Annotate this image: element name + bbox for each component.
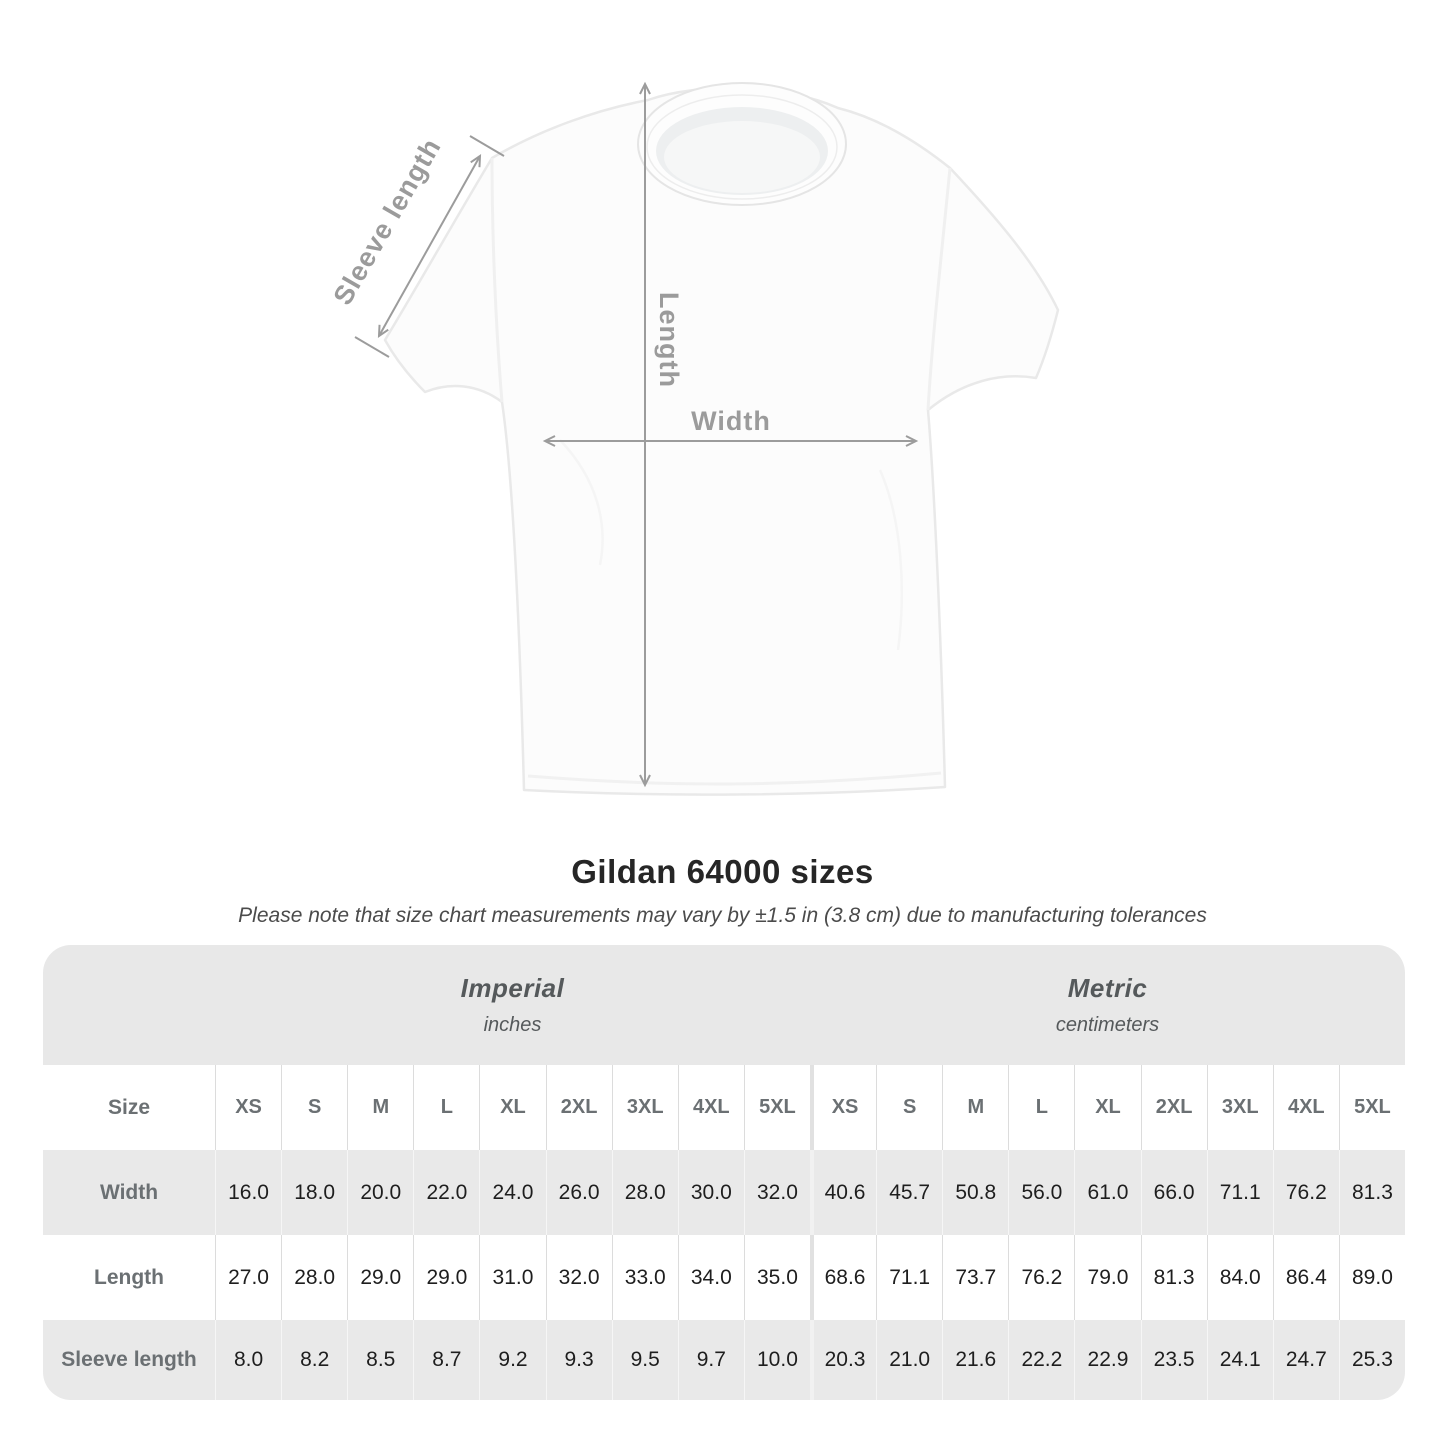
value-cell: 24.1 — [1206, 1320, 1273, 1400]
fabric-wrinkle — [559, 439, 604, 566]
collar-opening-highlight — [664, 121, 820, 193]
size-col-header: 4XL — [677, 1065, 744, 1150]
value-cell: 22.2 — [1008, 1320, 1075, 1400]
value-cell: 40.6 — [810, 1150, 877, 1235]
left-sleeve-seam — [490, 157, 504, 403]
value-cell: 9.2 — [479, 1320, 546, 1400]
value-cell: 71.1 — [876, 1235, 943, 1320]
size-col-header: 2XL — [1140, 1065, 1207, 1150]
size-row-label: Size — [43, 1065, 215, 1150]
value-cell: 32.0 — [743, 1150, 810, 1235]
value-cell: 45.7 — [876, 1150, 943, 1235]
value-cell: 68.6 — [810, 1235, 877, 1320]
tshirt-photo — [383, 82, 1060, 796]
value-cell: 34.0 — [677, 1235, 744, 1320]
value-cell: 56.0 — [1008, 1150, 1075, 1235]
value-cell: 81.3 — [1140, 1235, 1207, 1320]
size-col-header: 5XL — [743, 1065, 810, 1150]
value-cell: 16.0 — [215, 1150, 282, 1235]
size-col-header: XL — [1074, 1065, 1141, 1150]
value-cell: 32.0 — [545, 1235, 612, 1320]
size-col-header: M — [347, 1065, 414, 1150]
metric-group-header: Metric centimeters — [810, 945, 1405, 1065]
value-cell: 21.6 — [942, 1320, 1009, 1400]
value-cell: 27.0 — [215, 1235, 282, 1320]
size-col-header: L — [413, 1065, 480, 1150]
value-cell: 20.0 — [347, 1150, 414, 1235]
size-col-header: 3XL — [1206, 1065, 1273, 1150]
sleeve-end-tick — [469, 135, 505, 157]
size-col-header: XL — [479, 1065, 546, 1150]
table-corner — [43, 945, 215, 1065]
value-cell: 10.0 — [743, 1320, 810, 1400]
size-col-header: XS — [215, 1065, 282, 1150]
value-cell: 21.0 — [876, 1320, 943, 1400]
value-cell: 31.0 — [479, 1235, 546, 1320]
size-col-header: 3XL — [611, 1065, 678, 1150]
value-cell: 50.8 — [942, 1150, 1009, 1235]
value-cell: 73.7 — [942, 1235, 1009, 1320]
row-label: Sleeve length — [43, 1320, 215, 1400]
value-cell: 86.4 — [1272, 1235, 1339, 1320]
value-cell: 28.0 — [611, 1150, 678, 1235]
value-cell: 25.3 — [1338, 1320, 1405, 1400]
value-cell: 22.9 — [1074, 1320, 1141, 1400]
value-cell: 35.0 — [743, 1235, 810, 1320]
value-cell: 26.0 — [545, 1150, 612, 1235]
size-col-header: XS — [810, 1065, 877, 1150]
value-cell: 33.0 — [611, 1235, 678, 1320]
value-cell: 30.0 — [677, 1150, 744, 1235]
size-col-header: S — [876, 1065, 943, 1150]
row-label: Width — [43, 1150, 215, 1235]
value-cell: 24.7 — [1272, 1320, 1339, 1400]
value-cell: 8.0 — [215, 1320, 282, 1400]
sleeve-arrow — [377, 154, 482, 338]
value-cell: 8.5 — [347, 1320, 414, 1400]
fabric-wrinkle — [878, 469, 904, 651]
row-label: Length — [43, 1235, 215, 1320]
value-cell: 76.2 — [1008, 1235, 1075, 1320]
value-cell: 84.0 — [1206, 1235, 1273, 1320]
value-cell: 24.0 — [479, 1150, 546, 1235]
sleeve-end-tick — [354, 336, 390, 358]
value-cell: 28.0 — [281, 1235, 348, 1320]
value-cell: 20.3 — [810, 1320, 877, 1400]
size-col-header: 4XL — [1272, 1065, 1339, 1150]
value-cell: 66.0 — [1140, 1150, 1207, 1235]
tshirt-measurement-diagram: Sleeve length Length Width — [327, 81, 1060, 796]
value-cell: 29.0 — [347, 1235, 414, 1320]
value-cell: 79.0 — [1074, 1235, 1141, 1320]
size-col-header: 2XL — [545, 1065, 612, 1150]
page-title: Gildan 64000 sizes — [571, 853, 874, 890]
size-col-header: M — [942, 1065, 1009, 1150]
metric-unit: centimeters — [1055, 1014, 1160, 1036]
size-col-header: S — [281, 1065, 348, 1150]
size-col-header: 5XL — [1338, 1065, 1405, 1150]
value-cell: 61.0 — [1074, 1150, 1141, 1235]
imperial-group-header: Imperial inches — [215, 945, 810, 1065]
size-table: Imperial inches Metric centimeters Size … — [43, 945, 1405, 1400]
value-cell: 8.2 — [281, 1320, 348, 1400]
metric-title: Metric — [1067, 973, 1148, 1003]
right-sleeve-seam — [926, 167, 952, 411]
length-label: Length — [654, 292, 684, 388]
imperial-title: Imperial — [460, 973, 565, 1003]
value-cell: 71.1 — [1206, 1150, 1273, 1235]
width-label: Width — [691, 406, 771, 436]
value-cell: 18.0 — [281, 1150, 348, 1235]
hem-stitch — [527, 771, 942, 786]
imperial-unit: inches — [483, 1014, 542, 1036]
value-cell: 9.7 — [677, 1320, 744, 1400]
size-tolerance-note: Please note that size chart measurements… — [238, 904, 1207, 927]
value-cell: 22.0 — [413, 1150, 480, 1235]
value-cell: 9.5 — [611, 1320, 678, 1400]
value-cell: 8.7 — [413, 1320, 480, 1400]
size-col-header: L — [1008, 1065, 1075, 1150]
value-cell: 29.0 — [413, 1235, 480, 1320]
value-cell: 81.3 — [1338, 1150, 1405, 1235]
value-cell: 23.5 — [1140, 1320, 1207, 1400]
value-cell: 89.0 — [1338, 1235, 1405, 1320]
value-cell: 76.2 — [1272, 1150, 1339, 1235]
value-cell: 9.3 — [545, 1320, 612, 1400]
